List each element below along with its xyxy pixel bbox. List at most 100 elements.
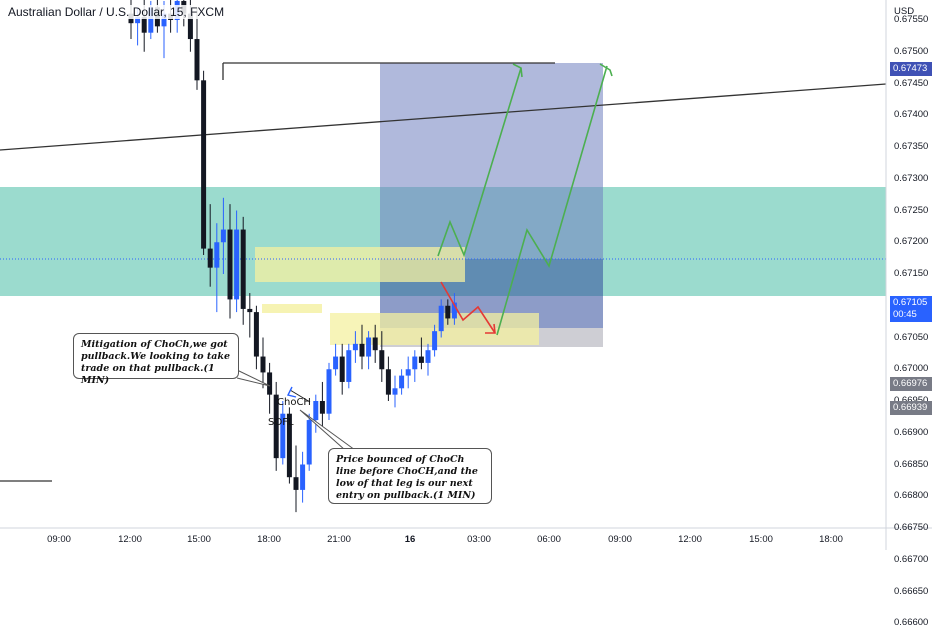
sofl-label: SOFL — [268, 417, 294, 428]
candle-body — [187, 13, 193, 40]
currency-label: USD — [894, 6, 915, 17]
drawing-lines-layer — [0, 62, 887, 482]
y-tick-label: 0.66950 — [894, 395, 928, 406]
candle-body — [253, 312, 259, 357]
order-block-upper — [255, 247, 465, 282]
candle-body — [418, 356, 424, 363]
y-tick-label: 0.66800 — [894, 490, 929, 502]
price-tag: 0.66976 — [890, 377, 932, 392]
candle-body — [267, 372, 273, 395]
candle-body — [313, 401, 319, 421]
candle-body — [234, 229, 240, 300]
candle-body — [445, 305, 451, 319]
x-tick-label: 03:00 — [467, 534, 491, 545]
y-tick-label: 0.67450 — [894, 77, 929, 89]
choch-line — [289, 389, 311, 403]
x-tick-label: 12:00 — [118, 534, 142, 545]
candle-body — [135, 16, 141, 24]
x-tick-label: 21:00 — [327, 534, 351, 545]
y-tick-label: 0.66750 — [894, 522, 929, 533]
candle-body — [326, 369, 332, 414]
candle-body — [425, 350, 431, 363]
projection-up-arrowhead-2 — [599, 63, 613, 77]
candle-body — [247, 308, 253, 313]
price-tag-value: 0.67473 — [893, 62, 928, 74]
axis-layer — [0, 0, 932, 550]
projection-up-path-2 — [496, 65, 608, 336]
candle-body — [214, 242, 220, 268]
candle-body — [194, 39, 200, 81]
x-tick-label: 16 — [404, 534, 416, 545]
candle-body — [333, 356, 339, 370]
x-tick-label: 12:00 — [678, 534, 702, 545]
candle-body — [379, 350, 385, 370]
candle-body — [346, 350, 352, 382]
price-tag-value: 0.66976 — [893, 378, 928, 390]
candle-body — [339, 356, 345, 382]
candle-body — [227, 229, 233, 300]
candle-body — [392, 388, 398, 395]
price-tag: 0.66939 — [890, 400, 932, 415]
candle-body — [273, 394, 279, 459]
x-tick-label: 09:00 — [47, 534, 71, 545]
y-tick-label: 0.67000 — [894, 363, 929, 375]
candle-body — [207, 248, 213, 268]
y-tick-label: 0.67200 — [894, 236, 929, 248]
candle-body — [280, 413, 286, 459]
candle-body — [352, 343, 358, 351]
candle-body — [260, 356, 266, 373]
y-tick-label: 0.67250 — [894, 204, 929, 216]
candle-body — [300, 464, 306, 490]
price-tag-countdown: 00:45 — [893, 308, 917, 320]
price-tag-value: 0.66939 — [893, 401, 928, 413]
note-pointer-2 — [299, 409, 356, 451]
target-box — [380, 63, 603, 259]
y-tick-label: 0.67550 — [894, 14, 929, 25]
candle-body — [412, 356, 418, 370]
candle-body — [451, 302, 457, 319]
candle-body — [141, 16, 147, 33]
x-tick-label: 18:00 — [819, 534, 843, 545]
y-tick-label: 0.67150 — [894, 268, 929, 279]
note-bounce[interactable]: Price bounced of ChoCh line before ChoCH… — [328, 448, 492, 504]
candle-body — [385, 369, 391, 395]
candle-body — [432, 331, 438, 351]
projection-up-path-1 — [437, 67, 522, 258]
price-tag: 0.67105 00:45 — [890, 295, 932, 322]
price-tag-value: 0.67105 — [893, 296, 928, 308]
y-tick-label: 0.66650 — [894, 585, 929, 597]
y-tick-label: 0.66850 — [894, 458, 929, 470]
candle-body — [293, 477, 299, 490]
y-tick-label: 0.67300 — [894, 172, 929, 184]
candle-body — [359, 343, 365, 357]
candle-body — [201, 80, 207, 249]
order-block-small — [262, 304, 322, 313]
candle-body — [399, 375, 405, 389]
candle-body — [240, 229, 246, 309]
x-tick-label: 18:00 — [257, 534, 281, 545]
zones-layer — [0, 63, 886, 347]
projection-down-arrowhead — [485, 323, 496, 334]
projection-down-path — [440, 281, 496, 334]
projections-layer — [236, 63, 613, 451]
price-tag: 0.67473 — [890, 61, 932, 76]
y-tick-label: 0.67500 — [894, 45, 929, 57]
x-tick-label: 15:00 — [749, 534, 773, 545]
candle-body — [319, 401, 325, 414]
candle-body — [306, 420, 312, 465]
y-tick-label: 0.67350 — [894, 141, 929, 152]
candle-body — [148, 7, 154, 33]
y-tick-label: 0.67050 — [894, 331, 929, 343]
candle-body — [405, 369, 411, 376]
y-tick-label: 0.66700 — [894, 553, 929, 565]
y-tick-label: 0.66600 — [894, 617, 929, 628]
trend-line — [0, 83, 887, 151]
symbol-title: Australian Dollar / U.S. Dollar, 15, FXC… — [6, 5, 227, 19]
candle-body — [286, 413, 292, 478]
choch-label: ChoCH — [277, 397, 311, 408]
candle-body — [372, 337, 378, 351]
x-tick-label: 15:00 — [187, 534, 211, 545]
y-tick-label: 0.67400 — [894, 109, 929, 121]
note-mitigation[interactable]: Mitigation of ChoCh,we got pullback.We l… — [73, 333, 239, 386]
